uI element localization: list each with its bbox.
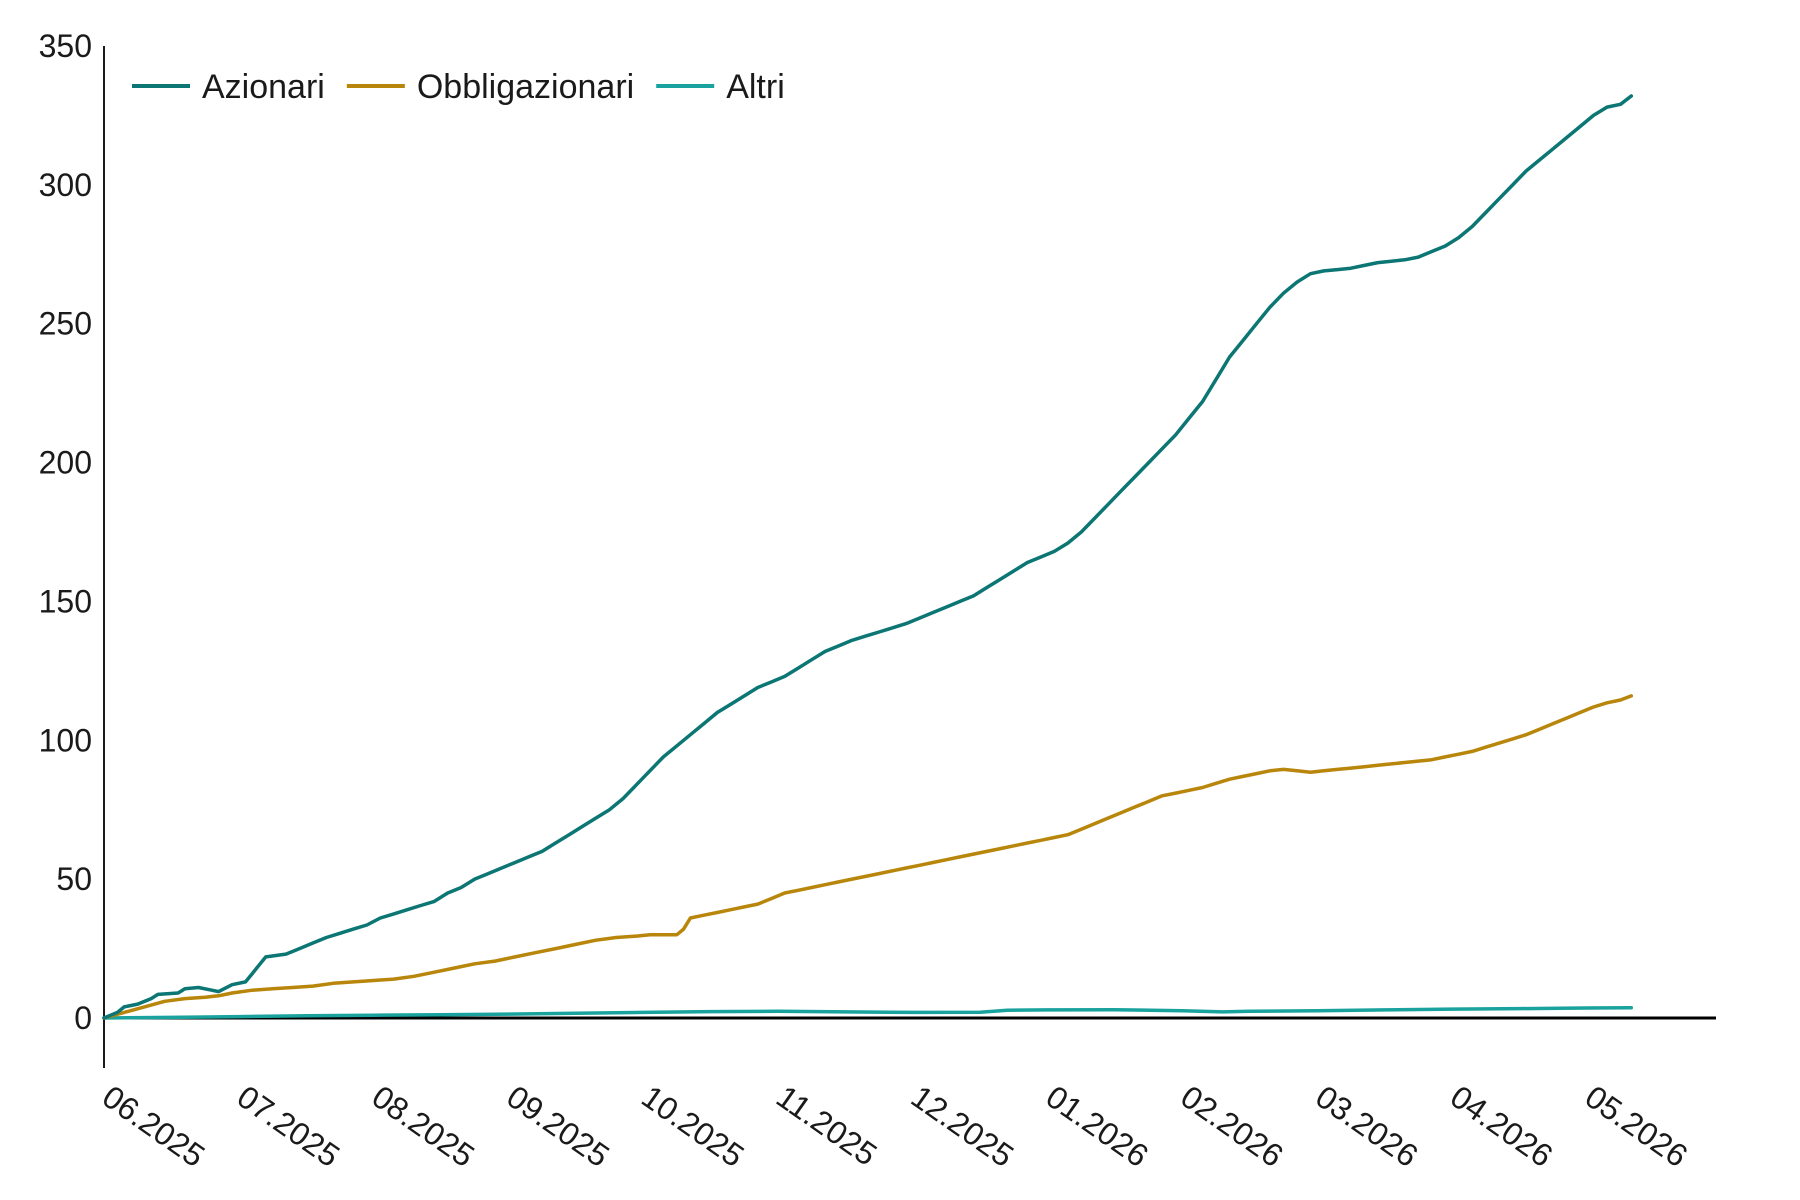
y-tick-label: 100 — [39, 722, 92, 758]
y-tick-label: 300 — [39, 167, 92, 203]
y-tick-label: 350 — [39, 28, 92, 64]
x-tick-label: 09.2025 — [500, 1078, 615, 1174]
x-tick-label: 02.2026 — [1174, 1078, 1289, 1174]
y-tick-label: 250 — [39, 306, 92, 342]
chart-axes — [103, 46, 1716, 1068]
y-tick-label: 150 — [39, 583, 92, 619]
x-tick-label: 03.2026 — [1309, 1078, 1424, 1174]
x-axis-ticks: 06.2025 07.2025 08.2025 09.2025 10.2025 11.20… — [96, 1078, 1694, 1174]
series-lines — [102, 94, 1634, 1020]
x-tick-label: 01.2026 — [1040, 1078, 1155, 1174]
y-tick-label: 0 — [74, 1000, 92, 1036]
legend: Azionari Obbligazionari Altri — [132, 68, 785, 106]
series-line-altri — [102, 1005, 1634, 1020]
y-axis-ticks: 0 50 100 150 200 250 300 350 — [39, 28, 92, 1036]
x-tick-label: 07.2025 — [231, 1078, 346, 1174]
x-tick-label: 12.2025 — [905, 1078, 1020, 1174]
x-tick-label: 06.2025 — [96, 1078, 211, 1174]
x-tick-label: 11.2025 — [770, 1078, 883, 1172]
legend-label-obbligazionari: Obbligazionari — [417, 68, 634, 106]
x-tick-label: 04.2026 — [1444, 1078, 1559, 1174]
x-tick-label: 05.2026 — [1579, 1078, 1694, 1174]
legend-label-azionari: Azionari — [202, 68, 325, 106]
x-tick-label: 10.2025 — [635, 1078, 750, 1174]
legend-label-altri: Altri — [726, 68, 785, 106]
y-tick-label: 200 — [39, 445, 92, 481]
y-tick-label: 50 — [56, 861, 92, 897]
series-line-obbligazionari — [102, 694, 1634, 1020]
x-tick-label: 08.2025 — [366, 1078, 481, 1174]
series-line-azionari — [102, 94, 1634, 1020]
